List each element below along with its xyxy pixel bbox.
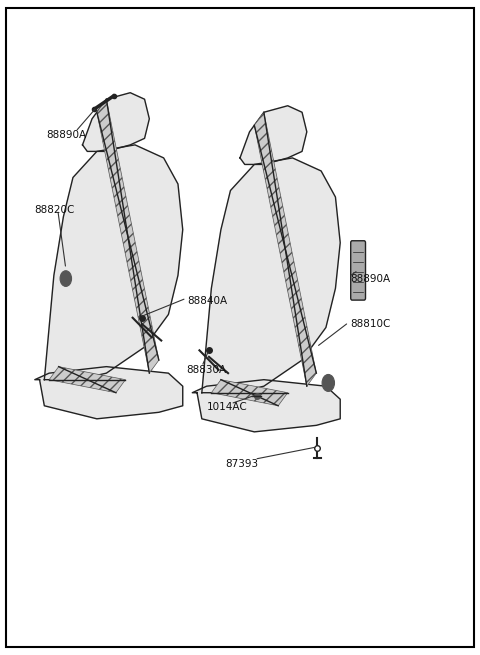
Text: 88840A: 88840A bbox=[188, 297, 228, 307]
Circle shape bbox=[60, 271, 72, 286]
Polygon shape bbox=[49, 367, 125, 393]
Polygon shape bbox=[97, 99, 159, 373]
Circle shape bbox=[322, 375, 335, 392]
Polygon shape bbox=[211, 380, 288, 405]
Polygon shape bbox=[44, 145, 183, 380]
Text: 88890A: 88890A bbox=[350, 274, 390, 284]
Polygon shape bbox=[192, 380, 340, 432]
Text: 88890A: 88890A bbox=[47, 130, 87, 140]
Text: 88820C: 88820C bbox=[34, 205, 74, 215]
Polygon shape bbox=[202, 158, 340, 393]
FancyBboxPatch shape bbox=[351, 241, 365, 300]
Polygon shape bbox=[240, 105, 307, 164]
Text: 88810C: 88810C bbox=[350, 319, 390, 329]
Text: 88830A: 88830A bbox=[187, 365, 227, 375]
Polygon shape bbox=[35, 367, 183, 419]
Polygon shape bbox=[83, 93, 149, 151]
Text: 87393: 87393 bbox=[226, 459, 259, 470]
Text: 1014AC: 1014AC bbox=[206, 402, 247, 412]
Polygon shape bbox=[254, 112, 316, 386]
